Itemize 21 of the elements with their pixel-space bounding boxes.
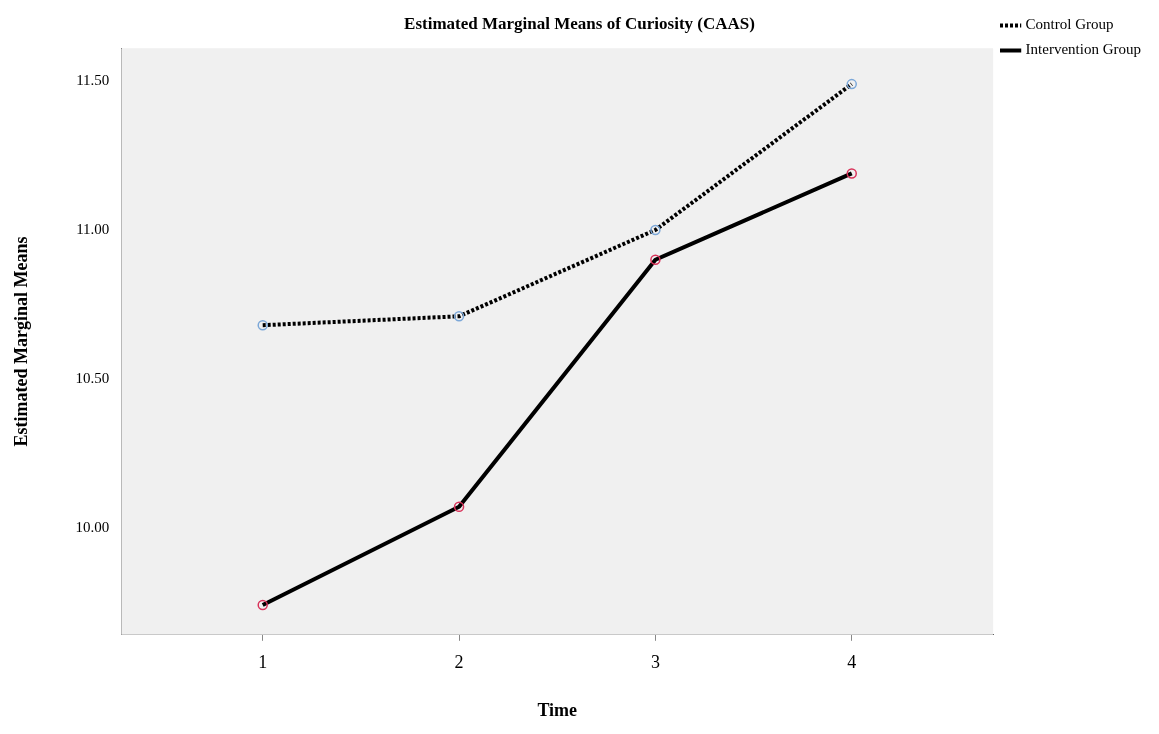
point [453,311,465,322]
chart-title: Estimated Marginal Means of Curiosity (CAAS) [404,13,755,33]
x-tick-label: 2 [454,652,464,673]
point [650,254,661,265]
y-axis-title: Estimated Marginal Means [11,236,32,447]
x-tick-label: 1 [258,652,268,673]
point [846,78,857,90]
point [257,599,268,611]
point [257,319,268,331]
point [846,168,857,179]
y-tick-label: 11.00 [76,220,110,237]
y-tick-label: 10.50 [75,369,110,386]
y-tick-label: 10.00 [75,518,110,535]
y-tick-label: 11.50 [76,72,110,89]
point [453,501,465,513]
legend-label: Control Group [1025,16,1114,33]
point [650,224,661,236]
legend-label: Intervention Group [1025,41,1141,58]
x-tick-label: 3 [650,652,660,673]
x-axis-title: Time [537,699,578,720]
x-tick-label: 4 [847,652,857,673]
